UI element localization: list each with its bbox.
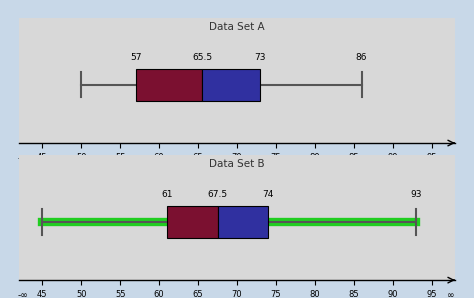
Text: 57: 57: [130, 53, 142, 62]
Text: 93: 93: [410, 190, 422, 199]
Text: 74: 74: [263, 190, 274, 199]
Text: Data Set B: Data Set B: [209, 159, 265, 169]
Text: ∞: ∞: [447, 154, 455, 163]
Text: -∞: -∞: [18, 154, 28, 163]
Text: 73: 73: [255, 53, 266, 62]
Text: Data Set A: Data Set A: [209, 22, 265, 32]
Text: 65.5: 65.5: [192, 53, 212, 62]
Text: 61: 61: [161, 190, 173, 199]
FancyBboxPatch shape: [136, 69, 202, 101]
Text: median: median: [190, 163, 219, 172]
Text: -∞: -∞: [18, 291, 28, 298]
Text: 67.5: 67.5: [208, 190, 228, 199]
Text: ∞: ∞: [447, 291, 455, 298]
FancyBboxPatch shape: [167, 207, 218, 238]
FancyBboxPatch shape: [202, 69, 260, 101]
FancyBboxPatch shape: [218, 207, 268, 238]
Text: 86: 86: [356, 53, 367, 62]
